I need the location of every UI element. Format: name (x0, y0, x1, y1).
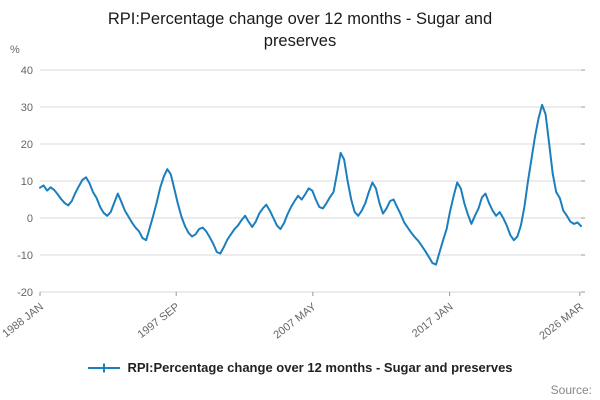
y-tick-label: 20 (21, 139, 33, 151)
y-tick-label: -20 (17, 287, 33, 299)
y-tick-label: 0 (27, 213, 33, 225)
y-tick-label: 10 (21, 176, 33, 188)
x-tick-label: 2026 MAR (537, 301, 585, 342)
x-tick-label: 2007 MAY (271, 301, 319, 342)
legend-label[interactable]: RPI:Percentage change over 12 months - S… (127, 360, 513, 375)
source-note: Source: (550, 383, 592, 397)
y-tick-label: 30 (21, 102, 33, 114)
legend: RPI:Percentage change over 12 months - S… (0, 360, 600, 375)
x-tick-label: 1997 SEP (136, 301, 182, 341)
y-tick-label: -10 (17, 250, 33, 262)
legend-line-icon (88, 363, 121, 372)
x-tick-label: 2017 JAN (410, 301, 455, 340)
x-tick-label: 1988 JAN (0, 301, 45, 340)
chart-title: RPI:Percentage change over 12 months - S… (107, 10, 493, 51)
series-line (39, 103, 582, 266)
y-tick-label: 40 (21, 65, 33, 77)
y-axis-unit-label: % (10, 44, 20, 56)
